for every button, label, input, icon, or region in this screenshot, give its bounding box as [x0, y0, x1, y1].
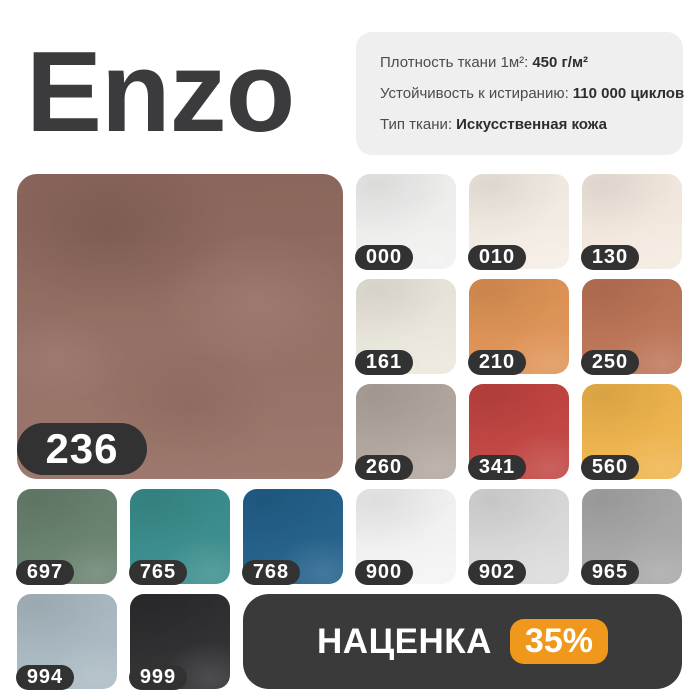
spec-abrasion-label: Устойчивость к истиранию: [380, 85, 569, 102]
swatch-code-badge: 000 [355, 245, 413, 270]
swatch-900[interactable]: 900 [355, 489, 456, 585]
swatch-010[interactable]: 010 [468, 174, 569, 270]
swatch-code-badge: 768 [242, 560, 300, 585]
swatch-code-badge: 250 [581, 350, 639, 375]
swatch-code-badge: 210 [468, 350, 526, 375]
promo-percent-badge: 35% [509, 619, 608, 664]
swatch-code-badge: 965 [581, 560, 639, 585]
swatch-code-badge: 697 [16, 560, 74, 585]
swatch-130[interactable]: 130 [581, 174, 682, 270]
fabric-name-title: Enzo [26, 29, 295, 156]
swatch-999[interactable]: 999 [129, 594, 230, 690]
swatch-000[interactable]: 000 [355, 174, 456, 270]
spec-type-label: Тип ткани: [380, 116, 453, 133]
swatch-grid: 236 000 010 130 161 210 250 260 341 560 … [0, 174, 700, 690]
swatch-code-badge: 999 [129, 665, 187, 690]
swatch-code-badge: 900 [355, 560, 413, 585]
swatch-code-badge: 560 [581, 455, 639, 480]
swatch-code-badge: 994 [16, 665, 74, 690]
swatch-250[interactable]: 250 [581, 279, 682, 375]
spec-density-value: 450 г/м² [532, 54, 589, 71]
promo-banner: НАЦЕНКА 35% [243, 594, 682, 689]
spec-abrasion-value: 110 000 циклов [572, 85, 685, 102]
promo-label: НАЦЕНКА [317, 621, 492, 661]
spec-type: Тип ткани: Искусственная кожа [380, 116, 659, 133]
swatch-210[interactable]: 210 [468, 279, 569, 375]
swatch-902[interactable]: 902 [468, 489, 569, 585]
swatch-code-badge: 341 [468, 455, 526, 480]
featured-swatch-236: 236 [17, 174, 343, 479]
swatch-765[interactable]: 765 [129, 489, 230, 585]
spec-density: Плотность ткани 1м²: 450 г/м² [380, 54, 659, 71]
swatch-560[interactable]: 560 [581, 384, 682, 480]
swatch-260[interactable]: 260 [355, 384, 456, 480]
swatch-code-badge: 765 [129, 560, 187, 585]
swatch-994[interactable]: 994 [16, 594, 117, 690]
swatch-161[interactable]: 161 [355, 279, 456, 375]
swatch-code-badge: 260 [355, 455, 413, 480]
spec-density-label: Плотность ткани 1м²: [380, 54, 529, 71]
swatch-341[interactable]: 341 [468, 384, 569, 480]
spec-type-value: Искусственная кожа [456, 116, 607, 133]
featured-swatch-code-badge: 236 [17, 423, 147, 475]
swatch-697[interactable]: 697 [16, 489, 117, 585]
swatch-code-badge: 902 [468, 560, 526, 585]
swatch-code-badge: 161 [355, 350, 413, 375]
swatch-965[interactable]: 965 [581, 489, 682, 585]
spec-abrasion: Устойчивость к истиранию: 110 000 циклов [380, 85, 684, 102]
swatch-768[interactable]: 768 [242, 489, 343, 585]
swatch-code-badge: 010 [468, 245, 526, 270]
swatch-code-badge: 130 [581, 245, 639, 270]
specs-card: Плотность ткани 1м²: 450 г/м² Устойчивост… [356, 32, 684, 155]
